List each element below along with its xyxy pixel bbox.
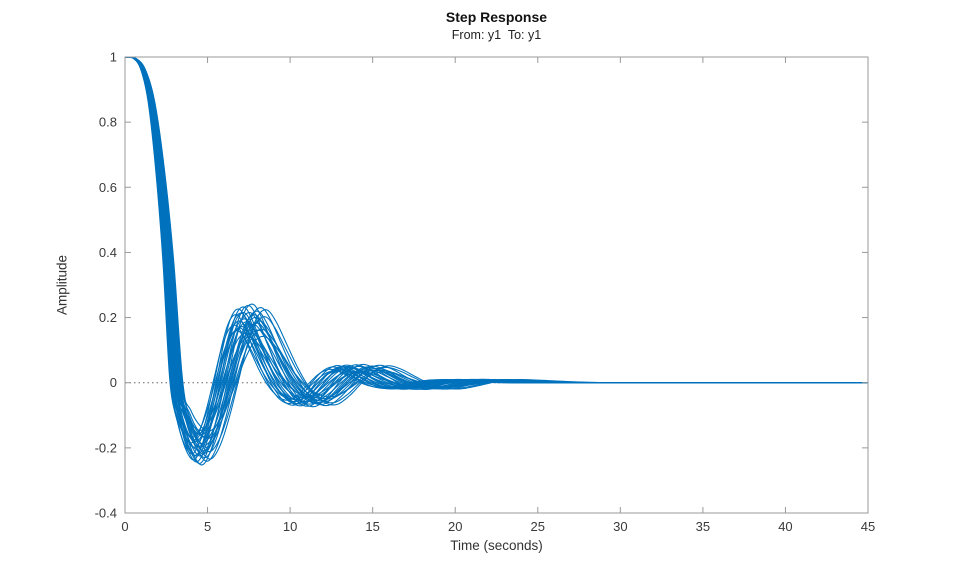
- y-tick-label: 0: [110, 375, 117, 390]
- response-curve: [125, 57, 868, 455]
- response-curve: [125, 57, 868, 453]
- axis-box: [124, 56, 869, 514]
- x-tick-label: 25: [531, 519, 545, 534]
- response-curves: [125, 57, 868, 466]
- response-curve: [125, 57, 868, 457]
- response-curve: [125, 57, 868, 432]
- x-tick-label: 35: [696, 519, 710, 534]
- response-curve: [125, 57, 868, 441]
- response-curve: [125, 57, 868, 431]
- response-curve: [125, 57, 868, 455]
- x-tick-label: 15: [365, 519, 379, 534]
- y-tick-label: 0.8: [99, 115, 117, 130]
- y-tick-label: 0.6: [99, 180, 117, 195]
- response-curve: [125, 57, 868, 466]
- x-tick-label: 20: [448, 519, 462, 534]
- y-tick-label: 1: [110, 50, 117, 65]
- response-curve: [125, 57, 868, 461]
- response-curve: [125, 57, 868, 452]
- x-tick-label: 5: [204, 519, 211, 534]
- x-tick-label: 0: [121, 519, 128, 534]
- response-curve: [125, 57, 868, 459]
- x-tick-label: 30: [613, 519, 627, 534]
- y-tick-label: 0.4: [99, 245, 117, 260]
- response-curve: [125, 57, 868, 462]
- x-tick-label: 40: [778, 519, 792, 534]
- response-curve: [125, 57, 868, 444]
- response-curve: [125, 57, 868, 456]
- chart-title: Step Response: [445, 9, 548, 25]
- x-tick-label: 45: [861, 519, 875, 534]
- y-tick-label: -0.2: [95, 440, 117, 455]
- response-curve: [125, 57, 868, 460]
- x-tick-label: 10: [283, 519, 297, 534]
- response-curve: [125, 57, 868, 463]
- y-tick-label: -0.4: [95, 506, 117, 521]
- response-curve: [125, 57, 868, 457]
- response-curve: [125, 57, 868, 464]
- x-axis-label: Time (seconds): [450, 538, 543, 553]
- chart-subtitle: From: y1 To: y1: [451, 28, 542, 42]
- y-tick-label: 0.2: [99, 310, 117, 325]
